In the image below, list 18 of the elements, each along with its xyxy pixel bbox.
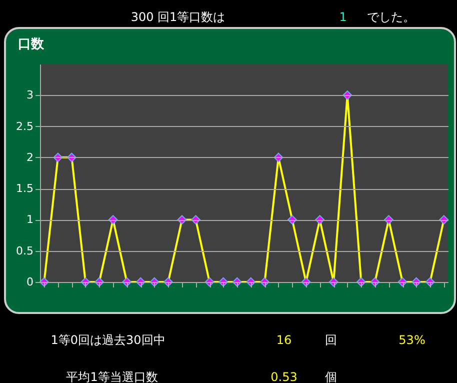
- text: 16: [276, 333, 292, 347]
- y-tick-label: 0: [26, 276, 34, 288]
- text: 1等0回は過去30回中: [50, 333, 166, 347]
- chart-title: 口数: [18, 37, 45, 52]
- y-tick-label: 2.5: [16, 120, 34, 133]
- y-tick-label: 3: [26, 88, 34, 102]
- text: 1: [339, 10, 347, 24]
- y-tick-label: 1.5: [16, 182, 34, 196]
- text: でした。: [367, 10, 415, 24]
- text: 53%: [398, 333, 426, 347]
- text: 300 回1等口数は: [130, 10, 226, 24]
- text: 回: [325, 333, 337, 347]
- y-tick-label: 0.5: [16, 244, 34, 258]
- text: 0.53: [270, 370, 298, 383]
- text: 個: [325, 370, 337, 383]
- y-tick-label: 1: [26, 213, 34, 226]
- text: 平均1等当選口数: [66, 370, 158, 383]
- y-tick-label: 2: [26, 150, 34, 164]
